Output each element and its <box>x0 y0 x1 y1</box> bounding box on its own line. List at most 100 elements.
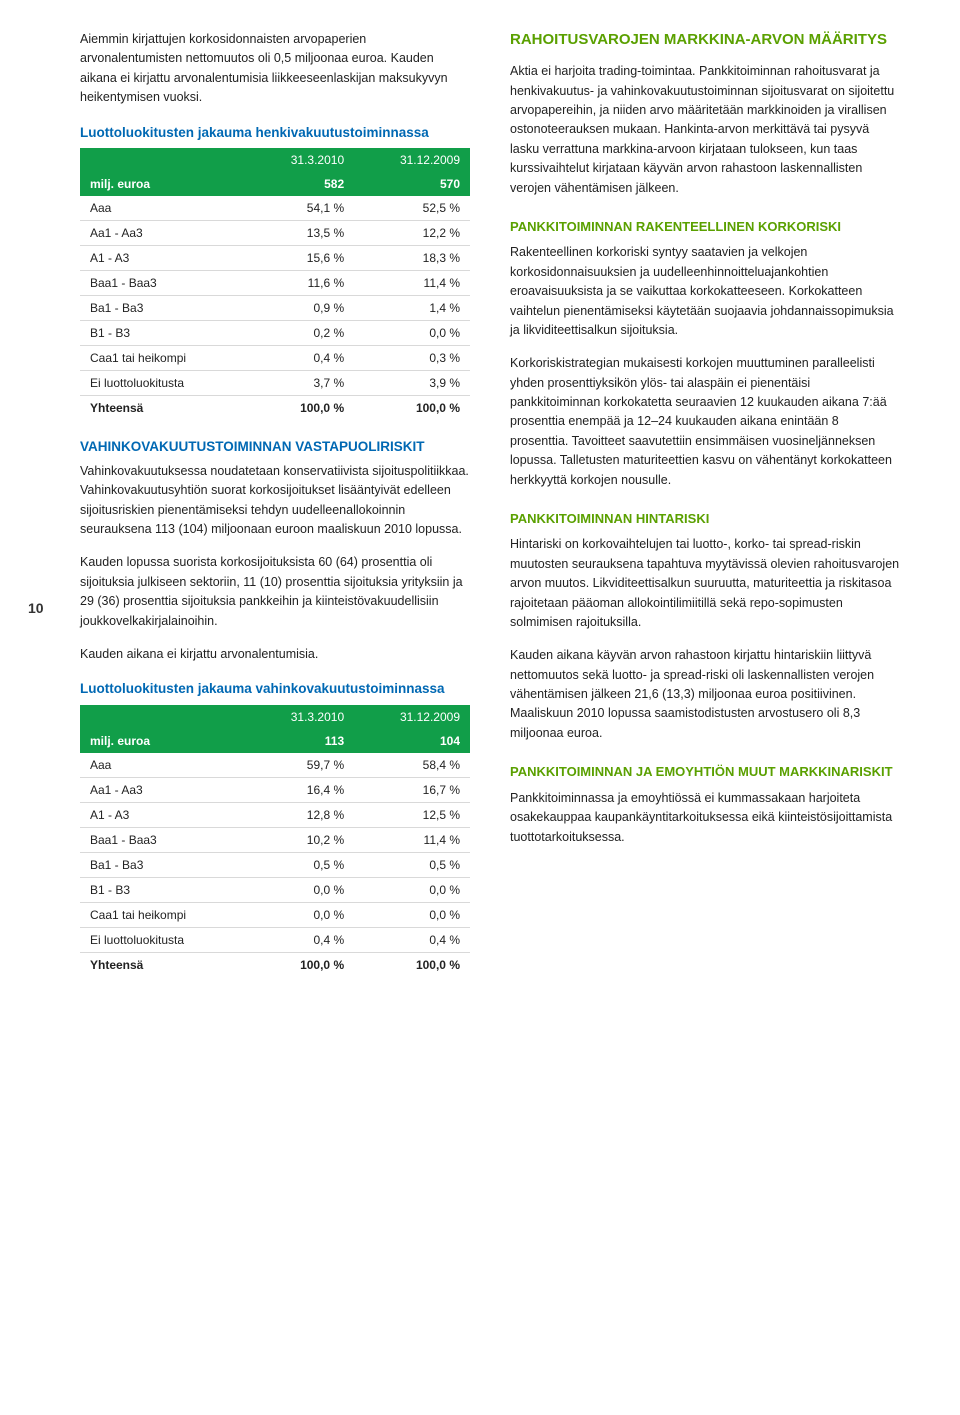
table2-sumB: 100,0 % <box>354 952 470 977</box>
ratings-table-nonlife: 31.3.2010 31.12.2009 milj. euroa 113 104… <box>80 705 470 977</box>
rating-label: B1 - B3 <box>80 320 248 345</box>
rating-value-a: 0,2 % <box>248 320 354 345</box>
table-row: Ei luottoluokitusta0,4 %0,4 % <box>80 927 470 952</box>
right-p6: Pankkitoiminnassa ja emoyhtiössä ei kumm… <box>510 789 900 847</box>
rating-label: Aaa <box>80 196 248 221</box>
rating-value-b: 0,0 % <box>354 877 470 902</box>
right-p4: Hintariski on korkovaihtelujen tai luott… <box>510 535 900 632</box>
rating-value-b: 12,2 % <box>354 220 470 245</box>
rating-value-a: 15,6 % <box>248 245 354 270</box>
table-row: B1 - B30,2 %0,0 % <box>80 320 470 345</box>
counterparty-heading: VAHINKOVAKUUTUSTOIMINNAN VASTAPUOLIRISKI… <box>80 438 470 456</box>
table-row: B1 - B30,0 %0,0 % <box>80 877 470 902</box>
table1-sumB: 100,0 % <box>354 395 470 420</box>
rating-value-b: 12,5 % <box>354 802 470 827</box>
table2-totalA: 113 <box>248 729 354 753</box>
rating-value-a: 3,7 % <box>248 370 354 395</box>
table1-dateA: 31.3.2010 <box>248 148 354 172</box>
rating-label: A1 - A3 <box>80 802 248 827</box>
table-row: Caa1 tai heikompi0,0 %0,0 % <box>80 902 470 927</box>
rating-value-a: 13,5 % <box>248 220 354 245</box>
rating-value-a: 0,0 % <box>248 902 354 927</box>
table-row: Baa1 - Baa311,6 %11,4 % <box>80 270 470 295</box>
counterparty-p1: Vahinkovakuutuksessa noudatetaan konserv… <box>80 462 470 540</box>
rating-value-b: 0,0 % <box>354 320 470 345</box>
table1-blank <box>80 148 248 172</box>
rating-label: Ba1 - Ba3 <box>80 295 248 320</box>
table-row: A1 - A312,8 %12,5 % <box>80 802 470 827</box>
rating-label: B1 - B3 <box>80 877 248 902</box>
right-column: RAHOITUSVAROJEN MARKKINA-ARVON MÄÄRITYS … <box>510 30 900 995</box>
rating-value-b: 52,5 % <box>354 196 470 221</box>
right-h3a: PANKKITOIMINNAN RAKENTEELLINEN KORKORISK… <box>510 218 900 236</box>
counterparty-p2: Kauden lopussa suorista korkosijoituksis… <box>80 553 470 631</box>
rating-label: Aa1 - Aa3 <box>80 777 248 802</box>
right-h3b: PANKKITOIMINNAN HINTARISKI <box>510 510 900 528</box>
rating-label: Ei luottoluokitusta <box>80 927 248 952</box>
rating-value-a: 10,2 % <box>248 827 354 852</box>
table1-total-row: Yhteensä 100,0 % 100,0 % <box>80 395 470 420</box>
table2-total-row: Yhteensä 100,0 % 100,0 % <box>80 952 470 977</box>
rating-label: A1 - A3 <box>80 245 248 270</box>
right-p1: Aktia ei harjoita trading-toimintaa. Pan… <box>510 62 900 198</box>
table1-sumA: 100,0 % <box>248 395 354 420</box>
rating-value-b: 11,4 % <box>354 270 470 295</box>
table2-body: Aaa59,7 %58,4 %Aa1 - Aa316,4 %16,7 %A1 -… <box>80 753 470 953</box>
rating-label: Aa1 - Aa3 <box>80 220 248 245</box>
rating-value-b: 0,0 % <box>354 902 470 927</box>
table-row: Aaa54,1 %52,5 % <box>80 196 470 221</box>
intro-paragraph: Aiemmin kirjattujen korkosidonnaisten ar… <box>80 30 470 108</box>
table2-dateB: 31.12.2009 <box>354 705 470 729</box>
table2-totalB: 104 <box>354 729 470 753</box>
rating-value-b: 11,4 % <box>354 827 470 852</box>
table2-unit: milj. euroa <box>80 729 248 753</box>
rating-value-b: 3,9 % <box>354 370 470 395</box>
page-number: 10 <box>28 600 44 616</box>
rating-label: Ei luottoluokitusta <box>80 370 248 395</box>
table1-dateB: 31.12.2009 <box>354 148 470 172</box>
counterparty-p3: Kauden aikana ei kirjattu arvonalentumis… <box>80 645 470 664</box>
rating-value-b: 16,7 % <box>354 777 470 802</box>
rating-value-b: 18,3 % <box>354 245 470 270</box>
table1-sum-label: Yhteensä <box>80 395 248 420</box>
rating-value-a: 16,4 % <box>248 777 354 802</box>
rating-value-a: 54,1 % <box>248 196 354 221</box>
ratings-table-life: 31.3.2010 31.12.2009 milj. euroa 582 570… <box>80 148 470 420</box>
rating-value-a: 12,8 % <box>248 802 354 827</box>
rating-value-a: 59,7 % <box>248 753 354 778</box>
table1-totalB: 570 <box>354 172 470 196</box>
rating-label: Aaa <box>80 753 248 778</box>
table-row: Ei luottoluokitusta3,7 %3,9 % <box>80 370 470 395</box>
table-row: Ba1 - Ba30,5 %0,5 % <box>80 852 470 877</box>
table-row: Aa1 - Aa316,4 %16,7 % <box>80 777 470 802</box>
table-row: Baa1 - Baa310,2 %11,4 % <box>80 827 470 852</box>
two-column-layout: Aiemmin kirjattujen korkosidonnaisten ar… <box>80 30 900 995</box>
table2-blank <box>80 705 248 729</box>
rating-label: Baa1 - Baa3 <box>80 827 248 852</box>
left-column: Aiemmin kirjattujen korkosidonnaisten ar… <box>80 30 470 995</box>
table1-unit: milj. euroa <box>80 172 248 196</box>
rating-value-a: 0,9 % <box>248 295 354 320</box>
rating-value-b: 58,4 % <box>354 753 470 778</box>
rating-value-a: 11,6 % <box>248 270 354 295</box>
rating-label: Baa1 - Baa3 <box>80 270 248 295</box>
table-row: Ba1 - Ba30,9 %1,4 % <box>80 295 470 320</box>
rating-value-a: 0,5 % <box>248 852 354 877</box>
rating-value-b: 0,3 % <box>354 345 470 370</box>
rating-value-a: 0,4 % <box>248 927 354 952</box>
table2-sum-label: Yhteensä <box>80 952 248 977</box>
rating-label: Ba1 - Ba3 <box>80 852 248 877</box>
right-p5: Kauden aikana käyvän arvon rahastoon kir… <box>510 646 900 743</box>
table-row: Caa1 tai heikompi0,4 %0,3 % <box>80 345 470 370</box>
rating-label: Caa1 tai heikompi <box>80 345 248 370</box>
right-p2: Rakenteellinen korkoriski syntyy saatavi… <box>510 243 900 340</box>
rating-label: Caa1 tai heikompi <box>80 902 248 927</box>
rating-value-a: 0,4 % <box>248 345 354 370</box>
right-p3: Korkoriskistrategian mukaisesti korkojen… <box>510 354 900 490</box>
table1-totalA: 582 <box>248 172 354 196</box>
table1-title: Luottoluokitusten jakauma henkivakuutust… <box>80 124 470 142</box>
table2-dateA: 31.3.2010 <box>248 705 354 729</box>
table1-body: Aaa54,1 %52,5 %Aa1 - Aa313,5 %12,2 %A1 -… <box>80 196 470 396</box>
rating-value-b: 0,5 % <box>354 852 470 877</box>
rating-value-b: 0,4 % <box>354 927 470 952</box>
